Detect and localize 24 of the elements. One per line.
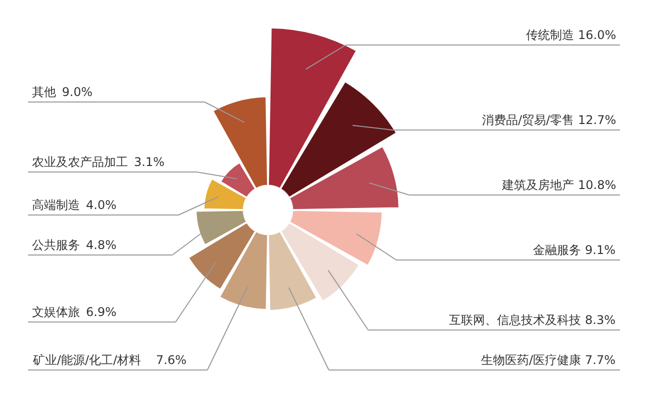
data-label: 16.0% <box>578 28 616 42</box>
data-label: 3.1% <box>134 155 164 169</box>
category-label: 文娱体旅 <box>32 305 80 319</box>
category-label: 互联网、信息技术及科技 <box>449 313 581 327</box>
data-label: 10.8% <box>578 178 616 192</box>
category-label: 其他 <box>32 85 56 99</box>
data-label: 4.8% <box>86 238 116 252</box>
category-label: 金融服务 <box>533 243 581 257</box>
data-label: 8.3% <box>585 313 616 327</box>
data-label: 4.0% <box>86 198 116 212</box>
data-label: 9.1% <box>585 243 616 257</box>
category-label: 生物医药/医疗健康 <box>481 353 582 367</box>
data-label: 12.7% <box>578 113 616 127</box>
data-label: 7.6% <box>156 353 186 367</box>
category-label: 农业及农产品加工 <box>32 155 128 169</box>
data-label: 9.0% <box>62 85 92 99</box>
category-label: 消费品/贸易/零售 <box>482 113 574 127</box>
category-label: 公共服务 <box>32 238 80 252</box>
category-label: 建筑及房地产 <box>501 178 574 192</box>
category-label: 矿业/能源/化工/材料 <box>32 353 142 367</box>
category-label: 传统制造 <box>526 28 574 42</box>
data-label: 6.9% <box>86 305 116 319</box>
data-label: 7.7% <box>585 353 616 367</box>
category-label: 高端制造 <box>32 198 80 212</box>
